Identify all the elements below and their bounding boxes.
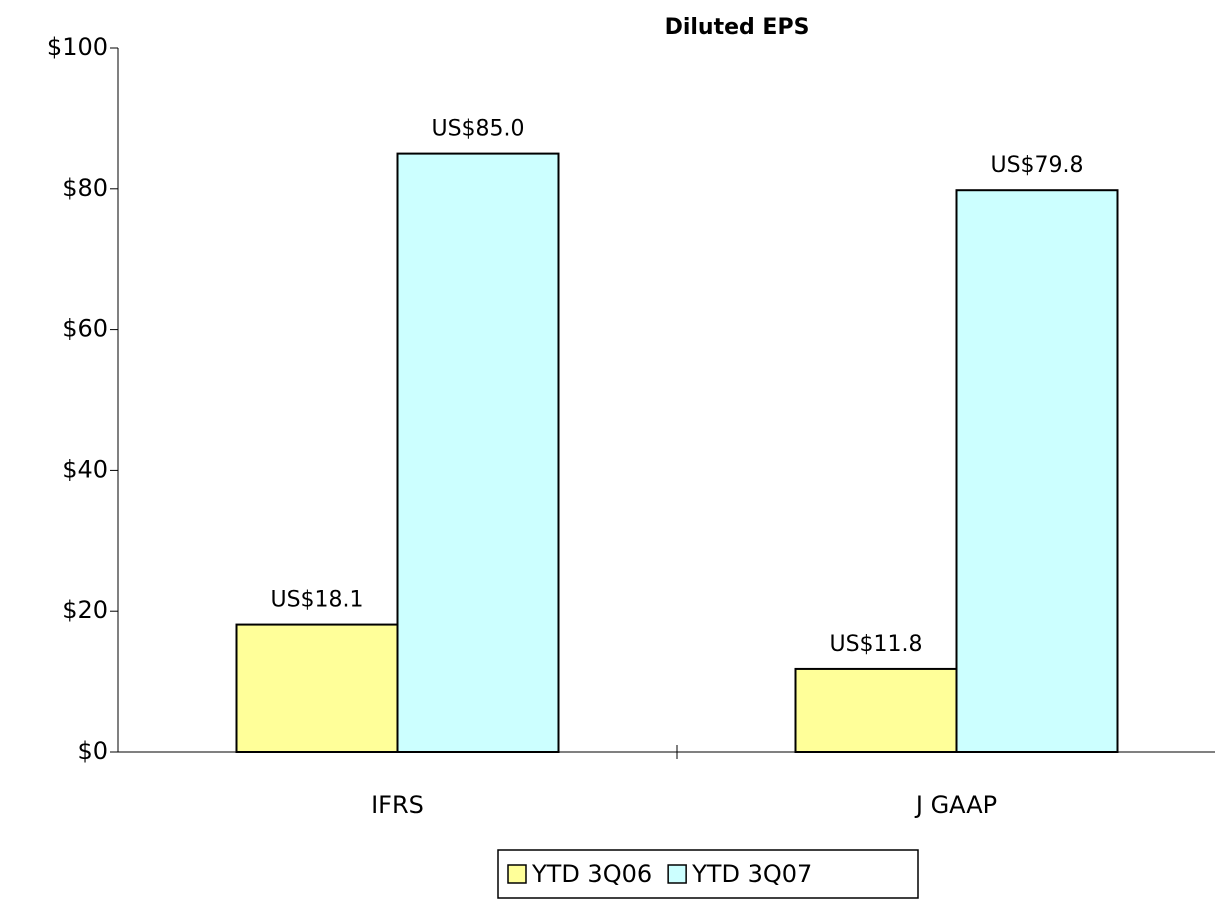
chart-title: Diluted EPS <box>665 15 810 40</box>
bar <box>235 623 399 753</box>
x-tick-label: J GAAP <box>914 791 997 819</box>
legend-swatch <box>667 864 687 884</box>
legend-label: YTD 3Q07 <box>691 860 812 888</box>
legend-label: YTD 3Q06 <box>531 860 652 888</box>
bar <box>396 152 560 754</box>
value-label: US$11.8 <box>829 632 922 657</box>
x-tick-label: IFRS <box>371 791 424 819</box>
y-tick-label: $0 <box>77 737 108 765</box>
value-label: US$18.1 <box>270 588 363 613</box>
value-label: US$85.0 <box>431 117 524 142</box>
y-tick-label: $40 <box>62 455 108 483</box>
bar <box>955 189 1119 753</box>
y-tick-label: $100 <box>47 33 108 61</box>
bar <box>794 667 958 753</box>
value-label: US$79.8 <box>990 153 1083 178</box>
legend-swatch <box>507 864 527 884</box>
y-tick-label: $80 <box>62 174 108 202</box>
y-tick-label: $60 <box>62 315 108 343</box>
legend-box <box>497 849 919 899</box>
y-tick-label: $20 <box>62 596 108 624</box>
